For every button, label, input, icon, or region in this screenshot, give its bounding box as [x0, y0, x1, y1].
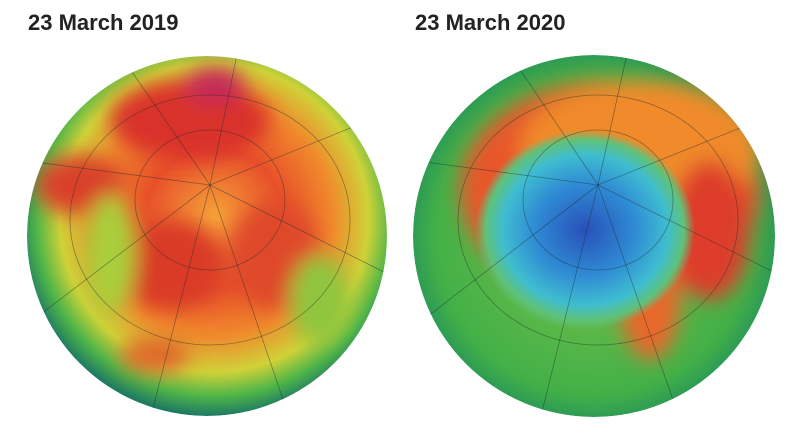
globe-2020: [413, 55, 775, 417]
panel-title: 23 March 2019: [28, 10, 178, 35]
globe-2019: [27, 56, 387, 416]
panel-title: 23 March 2020: [415, 10, 565, 35]
